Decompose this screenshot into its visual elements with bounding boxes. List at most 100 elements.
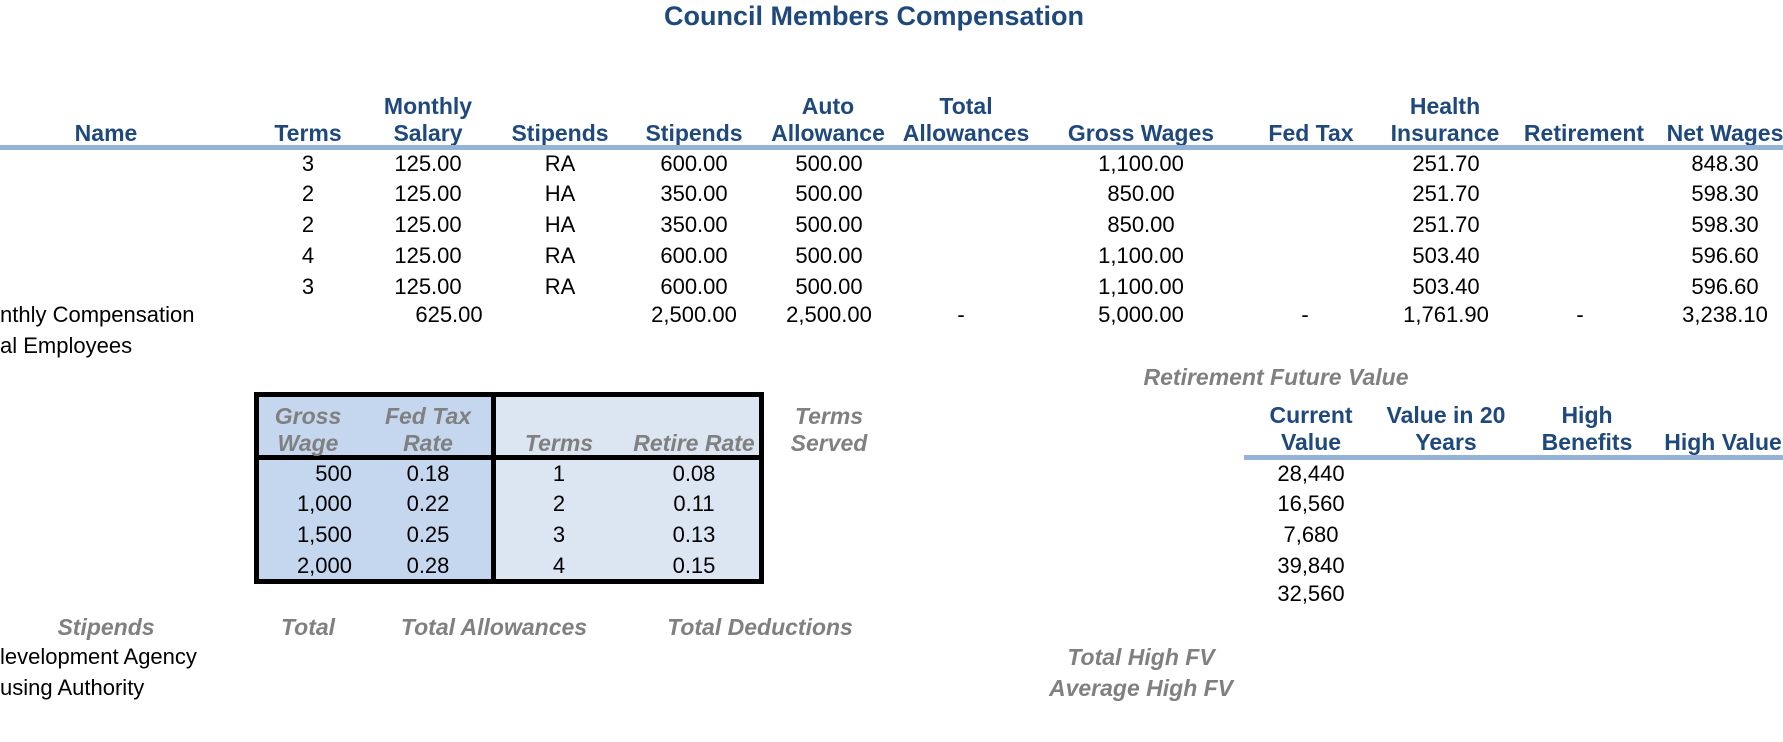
average-high-fv-label: Average High FV — [1048, 675, 1234, 701]
summary-total-allowances-header: Total Allowances — [400, 614, 588, 640]
total-monthly-salary[interactable]: 625.00 — [415, 302, 483, 327]
column-header[interactable]: Name — [74, 120, 138, 146]
lookup-retire-rate[interactable]: 0.15 — [672, 553, 716, 578]
total-auto-allowance[interactable]: 2,500.00 — [786, 302, 872, 327]
current-value-cell[interactable]: 39,840 — [1277, 553, 1345, 578]
cell-health-insurance[interactable]: 251.70 — [1412, 181, 1480, 206]
totals-label: nthly Compensation — [0, 302, 195, 327]
column-header[interactable]: Terms — [274, 120, 342, 146]
cell-stipends[interactable]: 350.00 — [660, 181, 728, 206]
retirement-column-header[interactable]: Value in 20 Years — [1386, 402, 1506, 455]
column-header[interactable]: Monthly Salary — [383, 93, 473, 146]
lookup-terms-header: Terms — [524, 430, 594, 456]
lookup-terms[interactable]: 4 — [552, 553, 566, 578]
column-header[interactable]: Stipends — [645, 120, 743, 146]
total-retirement[interactable]: - — [1576, 302, 1584, 327]
cell-stipend-type[interactable]: RA — [544, 243, 576, 268]
retirement-column-header[interactable]: Current Value — [1269, 402, 1353, 455]
cell-gross-wages[interactable]: 850.00 — [1107, 212, 1175, 237]
column-header[interactable]: Gross Wages — [1067, 120, 1215, 146]
summary-row-label: using Authority — [0, 675, 145, 700]
lookup-gross-wage[interactable]: 500 — [315, 461, 352, 486]
cell-auto-allowance[interactable]: 500.00 — [795, 243, 863, 268]
fed-tax-rate-header: Fed Tax Rate — [384, 403, 472, 456]
cell-stipend-type[interactable]: RA — [544, 274, 576, 299]
column-header[interactable]: Auto Allowance — [771, 93, 885, 146]
cell-net-wages[interactable]: 598.30 — [1691, 181, 1759, 206]
cell-monthly-salary[interactable]: 125.00 — [394, 212, 462, 237]
cell-gross-wages[interactable]: 1,100.00 — [1098, 243, 1184, 268]
cell-terms[interactable]: 4 — [301, 243, 315, 268]
cell-stipends[interactable]: 600.00 — [660, 151, 728, 176]
cell-monthly-salary[interactable]: 125.00 — [394, 243, 462, 268]
cell-net-wages[interactable]: 596.60 — [1691, 243, 1759, 268]
lookup-gross-wage[interactable]: 1,500 — [296, 522, 352, 547]
column-header[interactable]: Total Allowances — [902, 93, 1030, 146]
lookup-terms[interactable]: 1 — [552, 461, 566, 486]
cell-net-wages[interactable]: 596.60 — [1691, 274, 1759, 299]
total-fed-tax[interactable]: - — [1301, 302, 1309, 327]
cell-gross-wages[interactable]: 1,100.00 — [1098, 274, 1184, 299]
cell-monthly-salary[interactable]: 125.00 — [394, 181, 462, 206]
current-value-cell[interactable]: 16,560 — [1277, 491, 1345, 516]
current-value-cell[interactable]: 7,680 — [1283, 522, 1339, 547]
total-health-insurance[interactable]: 1,761.90 — [1403, 302, 1489, 327]
retirement-column-header[interactable]: High Value — [1664, 429, 1782, 455]
cell-monthly-salary[interactable]: 125.00 — [394, 151, 462, 176]
cell-net-wages[interactable]: 848.30 — [1691, 151, 1759, 176]
column-header[interactable]: Net Wages — [1666, 120, 1783, 146]
cell-stipends[interactable]: 600.00 — [660, 274, 728, 299]
lookup-fed-tax-rate[interactable]: 0.18 — [406, 461, 450, 486]
lookup-fed-tax-rate[interactable]: 0.28 — [406, 553, 450, 578]
column-header[interactable]: Stipends — [511, 120, 609, 146]
retirement-header-rule — [1244, 455, 1783, 460]
cell-terms[interactable]: 2 — [301, 212, 315, 237]
lookup-retire-rate[interactable]: 0.13 — [672, 522, 716, 547]
lookup-terms[interactable]: 3 — [552, 522, 566, 547]
cell-stipend-type[interactable]: RA — [544, 151, 576, 176]
cell-stipends[interactable]: 600.00 — [660, 243, 728, 268]
total-gross-wages[interactable]: 5,000.00 — [1098, 302, 1184, 327]
cell-net-wages[interactable]: 598.30 — [1691, 212, 1759, 237]
retire-rate-header: Retire Rate — [633, 430, 755, 456]
column-header[interactable]: Fed Tax — [1268, 120, 1354, 146]
cell-terms[interactable]: 3 — [301, 274, 315, 299]
retirement-column-header[interactable]: High Benefits — [1541, 402, 1633, 455]
cell-monthly-salary[interactable]: 125.00 — [394, 274, 462, 299]
tax-shade — [254, 392, 494, 582]
lookup-gross-wage[interactable]: 2,000 — [296, 553, 352, 578]
cell-health-insurance[interactable]: 503.40 — [1412, 274, 1480, 299]
cell-stipends[interactable]: 350.00 — [660, 212, 728, 237]
total-stipends[interactable]: 2,500.00 — [651, 302, 737, 327]
gross-wage-header: Gross Wage — [274, 403, 342, 456]
cell-auto-allowance[interactable]: 500.00 — [795, 181, 863, 206]
cell-auto-allowance[interactable]: 500.00 — [795, 212, 863, 237]
cell-gross-wages[interactable]: 850.00 — [1107, 181, 1175, 206]
current-value-cell[interactable]: 32,560 — [1277, 581, 1345, 606]
column-header[interactable]: Health Insurance — [1390, 93, 1500, 146]
employees-label: al Employees — [0, 333, 133, 358]
lookup-fed-tax-rate[interactable]: 0.25 — [406, 522, 450, 547]
cell-terms[interactable]: 3 — [301, 151, 315, 176]
cell-health-insurance[interactable]: 251.70 — [1412, 212, 1480, 237]
cell-health-insurance[interactable]: 503.40 — [1412, 243, 1480, 268]
lookup-gross-wage[interactable]: 1,000 — [296, 491, 352, 516]
summary-total-deductions-header: Total Deductions — [667, 614, 853, 640]
cell-stipend-type[interactable]: HA — [544, 181, 576, 206]
cell-gross-wages[interactable]: 1,100.00 — [1098, 151, 1184, 176]
total-total-allowances[interactable]: - — [957, 302, 965, 327]
summary-total-header: Total — [280, 614, 336, 640]
cell-auto-allowance[interactable]: 500.00 — [795, 151, 863, 176]
lookup-retire-rate[interactable]: 0.11 — [673, 491, 715, 516]
column-header[interactable]: Retirement — [1523, 120, 1645, 146]
cell-auto-allowance[interactable]: 500.00 — [795, 274, 863, 299]
retirement-future-value-title: Retirement Future Value — [1143, 364, 1409, 390]
lookup-fed-tax-rate[interactable]: 0.22 — [406, 491, 450, 516]
lookup-retire-rate[interactable]: 0.08 — [672, 461, 716, 486]
cell-stipend-type[interactable]: HA — [544, 212, 576, 237]
current-value-cell[interactable]: 28,440 — [1277, 461, 1345, 486]
cell-health-insurance[interactable]: 251.70 — [1412, 151, 1480, 176]
total-net-wages[interactable]: 3,238.10 — [1682, 302, 1768, 327]
lookup-terms[interactable]: 2 — [552, 491, 566, 516]
cell-terms[interactable]: 2 — [301, 181, 315, 206]
